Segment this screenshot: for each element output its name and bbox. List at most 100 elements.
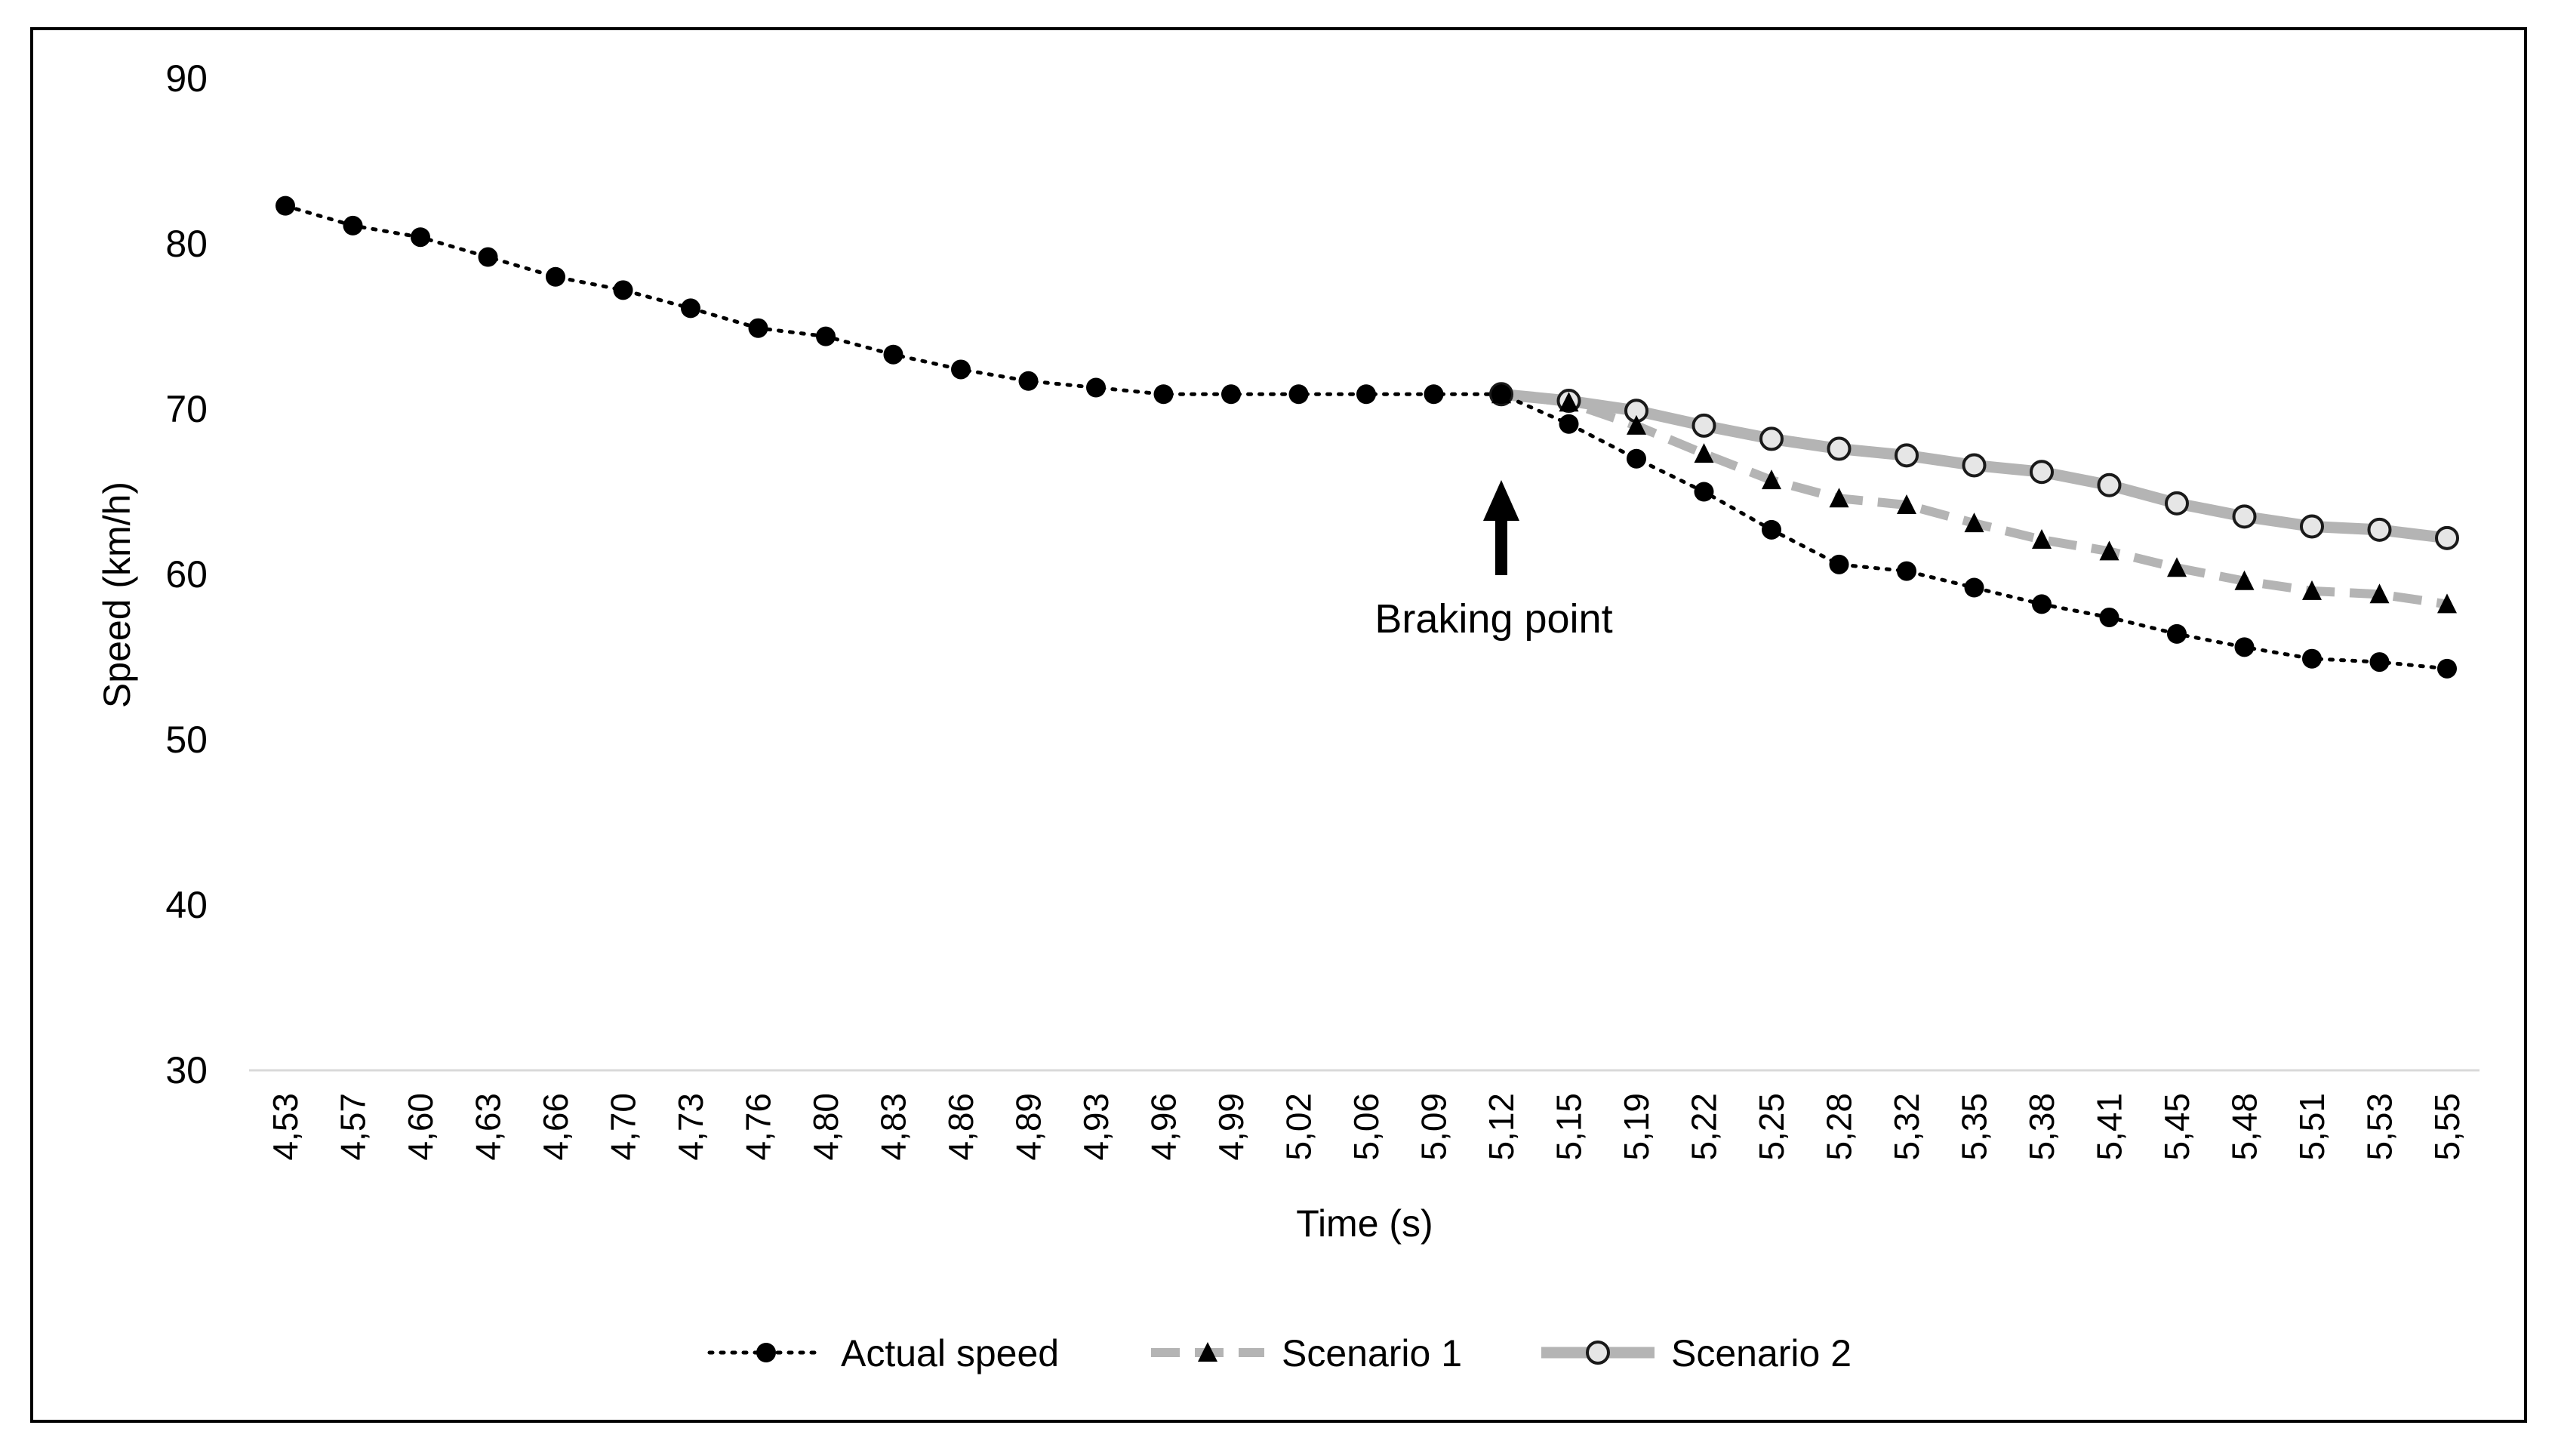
x-tick-label: 5,28: [1820, 1093, 1859, 1161]
point-scenario-2: [2300, 514, 2324, 539]
point-actual-speed: [951, 359, 971, 380]
point-actual-speed: [1491, 384, 1511, 405]
point-scenario-1: [2099, 540, 2119, 561]
x-tick-label: 4,99: [1211, 1093, 1251, 1161]
point-scenario-2: [2367, 517, 2392, 542]
x-tick-label: 5,06: [1347, 1093, 1386, 1161]
x-tick-label: 4,83: [874, 1093, 913, 1161]
x-tick-label: 4,63: [469, 1093, 508, 1161]
x-tick-label: 5,02: [1279, 1093, 1319, 1161]
point-actual-speed: [1221, 384, 1241, 405]
point-actual-speed: [2437, 658, 2457, 679]
x-tick-label: 5,53: [2360, 1093, 2399, 1161]
point-actual-speed: [816, 326, 836, 346]
point-actual-speed: [478, 247, 498, 267]
point-scenario-1: [1964, 513, 1984, 533]
arrow-up-icon: [1483, 480, 1519, 521]
annotation-label: Braking point: [1374, 596, 1612, 642]
point-actual-speed: [613, 280, 633, 300]
legend-item-scenario-2: Scenario 2: [1541, 1332, 1852, 1374]
legend-label: Scenario 1: [1282, 1332, 1462, 1374]
legend-label: Scenario 2: [1671, 1332, 1852, 1374]
point-actual-speed: [2099, 607, 2119, 627]
x-tick-label: 4,57: [334, 1093, 373, 1161]
point-actual-speed: [1964, 577, 1984, 598]
point-scenario-1: [2437, 593, 2457, 614]
point-scenario-1: [2302, 580, 2322, 600]
x-tick-label: 4,53: [266, 1093, 305, 1161]
x-tick-label: 5,09: [1414, 1093, 1454, 1161]
point-scenario-2: [1759, 426, 1784, 451]
x-tick-label: 4,76: [739, 1093, 778, 1161]
x-tick-label: 4,60: [401, 1093, 440, 1161]
point-actual-speed: [2369, 652, 2390, 673]
point-scenario-2: [2165, 491, 2189, 516]
y-tick-label: 90: [165, 57, 208, 100]
point-actual-speed: [2032, 594, 2052, 614]
x-tick-label: 5,55: [2427, 1093, 2467, 1161]
point-actual-speed: [1762, 519, 1781, 540]
x-tick-label: 5,25: [1752, 1093, 1791, 1161]
point-actual-speed: [1288, 384, 1309, 405]
point-actual-speed: [546, 266, 565, 287]
markers-actual-speed: [276, 195, 2457, 679]
x-tick-label: 5,45: [2157, 1093, 2196, 1161]
point-actual-speed: [1424, 384, 1444, 405]
point-actual-speed: [1627, 448, 1646, 469]
point-scenario-2: [2232, 504, 2257, 529]
point-scenario-2: [2435, 525, 2459, 550]
legend-marker: [756, 1343, 776, 1362]
point-actual-speed: [2167, 623, 2187, 644]
point-actual-speed: [748, 318, 768, 338]
x-tick-label: 5,35: [1955, 1093, 1994, 1161]
braking-point-annotation: Braking point: [1374, 480, 1613, 642]
x-tick-label: 5,48: [2225, 1093, 2264, 1161]
legend-marker: [1198, 1342, 1217, 1362]
x-axis-title: Time (s): [1296, 1202, 1433, 1245]
point-scenario-1: [2234, 570, 2255, 590]
legend-label: Actual speed: [841, 1332, 1059, 1374]
x-tick-label: 5,41: [2090, 1093, 2129, 1161]
point-actual-speed: [1153, 384, 1174, 405]
x-tick-label: 5,12: [1482, 1093, 1521, 1161]
point-scenario-2: [1962, 453, 1987, 478]
chart-border: [30, 27, 2527, 1423]
x-tick-label: 5,32: [1887, 1093, 1926, 1161]
y-tick-label: 40: [165, 884, 208, 926]
x-tick-label: 4,70: [604, 1093, 643, 1161]
x-tick-label: 5,19: [1617, 1093, 1656, 1161]
legend-marker: [1586, 1341, 1610, 1365]
point-scenario-2: [2097, 473, 2122, 497]
x-tick-label: 5,51: [2292, 1093, 2332, 1161]
y-tick-label: 70: [165, 388, 208, 430]
x-tick-label: 4,93: [1076, 1093, 1116, 1161]
y-tick-label: 30: [165, 1049, 208, 1091]
point-actual-speed: [1829, 554, 1849, 574]
point-actual-speed: [411, 227, 430, 248]
point-actual-speed: [681, 298, 700, 319]
x-tick-label: 4,80: [806, 1093, 845, 1161]
x-tick-label: 4,73: [671, 1093, 710, 1161]
x-tick-label: 5,22: [1685, 1093, 1724, 1161]
y-tick-label: 60: [165, 553, 208, 596]
point-scenario-1: [1897, 494, 1916, 515]
point-actual-speed: [1356, 384, 1376, 405]
legend-item-scenario-1: Scenario 1: [1151, 1332, 1462, 1374]
y-axis-title: Speed (km/h): [96, 482, 138, 708]
point-scenario-1: [1829, 488, 1849, 508]
legend-item-actual-speed: Actual speed: [707, 1332, 1059, 1374]
point-actual-speed: [1897, 561, 1916, 581]
x-tick-label: 4,96: [1144, 1093, 1184, 1161]
y-tick-label: 80: [165, 223, 208, 265]
point-scenario-1: [2032, 529, 2052, 549]
point-actual-speed: [343, 215, 363, 235]
legend: Actual speed Scenario 1 Scenario 2: [707, 1332, 1852, 1374]
point-scenario-1: [1627, 414, 1646, 435]
x-tick-label: 5,38: [2022, 1093, 2061, 1161]
point-scenario-1: [1694, 443, 1714, 463]
point-actual-speed: [1018, 371, 1039, 391]
point-scenario-2: [1691, 413, 1716, 438]
point-scenario-2: [2030, 460, 2054, 485]
point-actual-speed: [1086, 377, 1106, 398]
